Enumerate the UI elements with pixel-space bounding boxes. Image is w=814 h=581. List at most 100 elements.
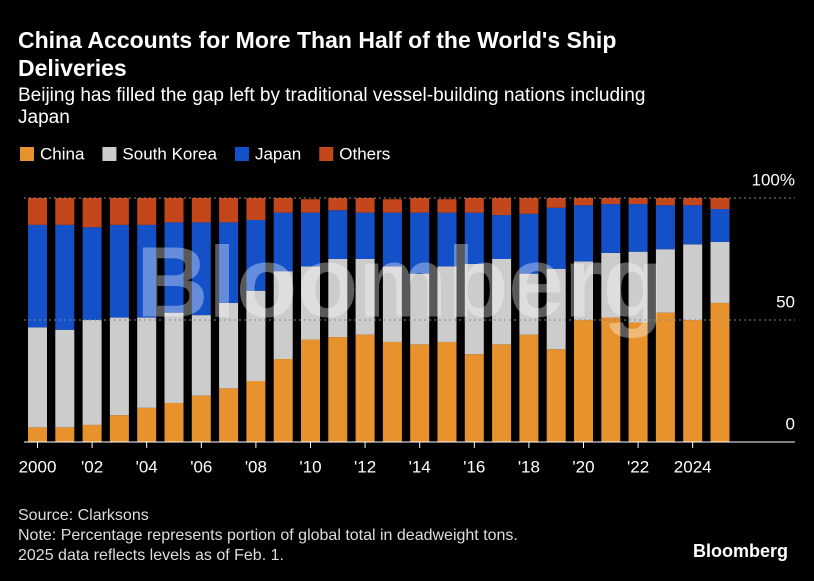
legend-swatch	[102, 147, 117, 161]
x-tick-label: 2000	[19, 457, 57, 476]
bar-segment	[82, 320, 102, 425]
bar-segment	[574, 198, 593, 206]
note: 2025 data reflects levels as of Feb. 1.	[18, 547, 284, 564]
bar-segment	[710, 198, 730, 209]
bar-segment	[55, 427, 75, 442]
bar-segment	[410, 212, 430, 274]
bar-segment	[355, 198, 375, 213]
x-tick-label: '14	[409, 457, 431, 476]
bar-segment	[137, 198, 157, 225]
bar-segment	[191, 395, 211, 442]
bar-segment	[437, 199, 457, 213]
bar-segment	[683, 198, 703, 206]
source: Source: Clarksons	[18, 507, 149, 524]
bar-segment	[546, 207, 566, 269]
bar-segment	[137, 407, 157, 442]
bar-segment	[464, 354, 484, 442]
bar-segment	[109, 415, 129, 442]
bar-segment	[655, 205, 675, 250]
logo: Bloomberg	[692, 541, 788, 561]
legend-swatch	[20, 147, 34, 161]
bar-segment	[246, 219, 266, 291]
bar-segment	[410, 198, 430, 213]
bar-segment	[246, 381, 266, 442]
bar-segment	[382, 341, 402, 442]
bar-segment	[574, 205, 593, 262]
bar-segment	[546, 349, 566, 442]
bar-segment	[546, 268, 566, 350]
bar-segment	[492, 198, 512, 216]
x-tick-label: '04	[136, 457, 158, 476]
bar-segment	[219, 222, 239, 303]
bar-segment	[492, 259, 512, 345]
bar-segment	[464, 198, 484, 213]
x-tick-label: '16	[463, 457, 485, 476]
bar-segment	[328, 337, 348, 442]
bar-segment	[55, 224, 75, 330]
bar-segment	[355, 212, 375, 259]
bar-segment	[273, 271, 293, 360]
bar-segment	[464, 263, 484, 355]
x-tick-label: 2024	[674, 457, 712, 476]
x-tick-label: '22	[627, 457, 649, 476]
bar-segment	[109, 224, 129, 318]
bar-segment	[382, 212, 402, 267]
bar-segment	[301, 199, 320, 213]
y-tick-label: 100%	[752, 170, 795, 189]
bar-segment	[519, 334, 539, 442]
legend-swatch	[319, 147, 334, 161]
bar-segment	[546, 198, 566, 208]
bar-segment	[28, 198, 47, 225]
legend-label: South Korea	[122, 144, 217, 163]
bar-segment	[55, 329, 75, 428]
bar-segment	[246, 290, 266, 381]
bar-segment	[301, 266, 320, 340]
note: Note: Percentage represents portion of g…	[18, 527, 518, 544]
bar-segment	[191, 198, 211, 223]
bar-segment	[246, 198, 266, 220]
bar-segment	[628, 251, 648, 323]
watermark: Bloomberg	[136, 226, 664, 338]
bar-segment	[191, 222, 211, 316]
bar-segment	[628, 198, 648, 205]
bar-segment	[82, 198, 102, 228]
bar-segment	[28, 427, 47, 442]
bar-segment	[219, 198, 239, 223]
bar-segment	[219, 388, 239, 442]
bar-segment	[601, 252, 621, 318]
bar-segment	[655, 198, 675, 206]
bar-segment	[382, 199, 402, 213]
bar-segment	[28, 224, 47, 328]
footer: Source: Clarksons Note: Percentage repre…	[18, 506, 518, 566]
bar-segment	[683, 205, 703, 245]
bar-segment	[710, 302, 730, 442]
bar-segment	[410, 344, 430, 442]
y-tick-label: 0	[786, 414, 795, 433]
bar-segment	[328, 259, 348, 338]
bar-segment	[273, 212, 293, 272]
bar-segment	[219, 302, 239, 389]
x-tick-label: '12	[354, 457, 376, 476]
bar-segment	[437, 341, 457, 442]
bar-segment	[55, 198, 75, 225]
bar-segment	[655, 249, 675, 313]
bar-segment	[355, 259, 375, 335]
x-tick-label: '10	[299, 457, 321, 476]
bar-segment	[574, 261, 593, 320]
bar-segment	[164, 402, 184, 442]
bar-segment	[273, 359, 293, 442]
bar-segment	[109, 198, 129, 225]
bar-segment	[164, 312, 184, 403]
legend-label: Japan	[255, 144, 301, 163]
bar-segment	[164, 198, 184, 223]
bar-segment	[655, 312, 675, 442]
bar-segment	[328, 198, 348, 211]
bar-segment	[301, 339, 320, 442]
bar-segment	[82, 227, 102, 320]
bar-segment	[82, 424, 102, 442]
x-tick-label: '18	[518, 457, 540, 476]
bar-segment	[601, 204, 621, 253]
x-tick-label: '20	[572, 457, 594, 476]
bar-segment	[683, 244, 703, 320]
